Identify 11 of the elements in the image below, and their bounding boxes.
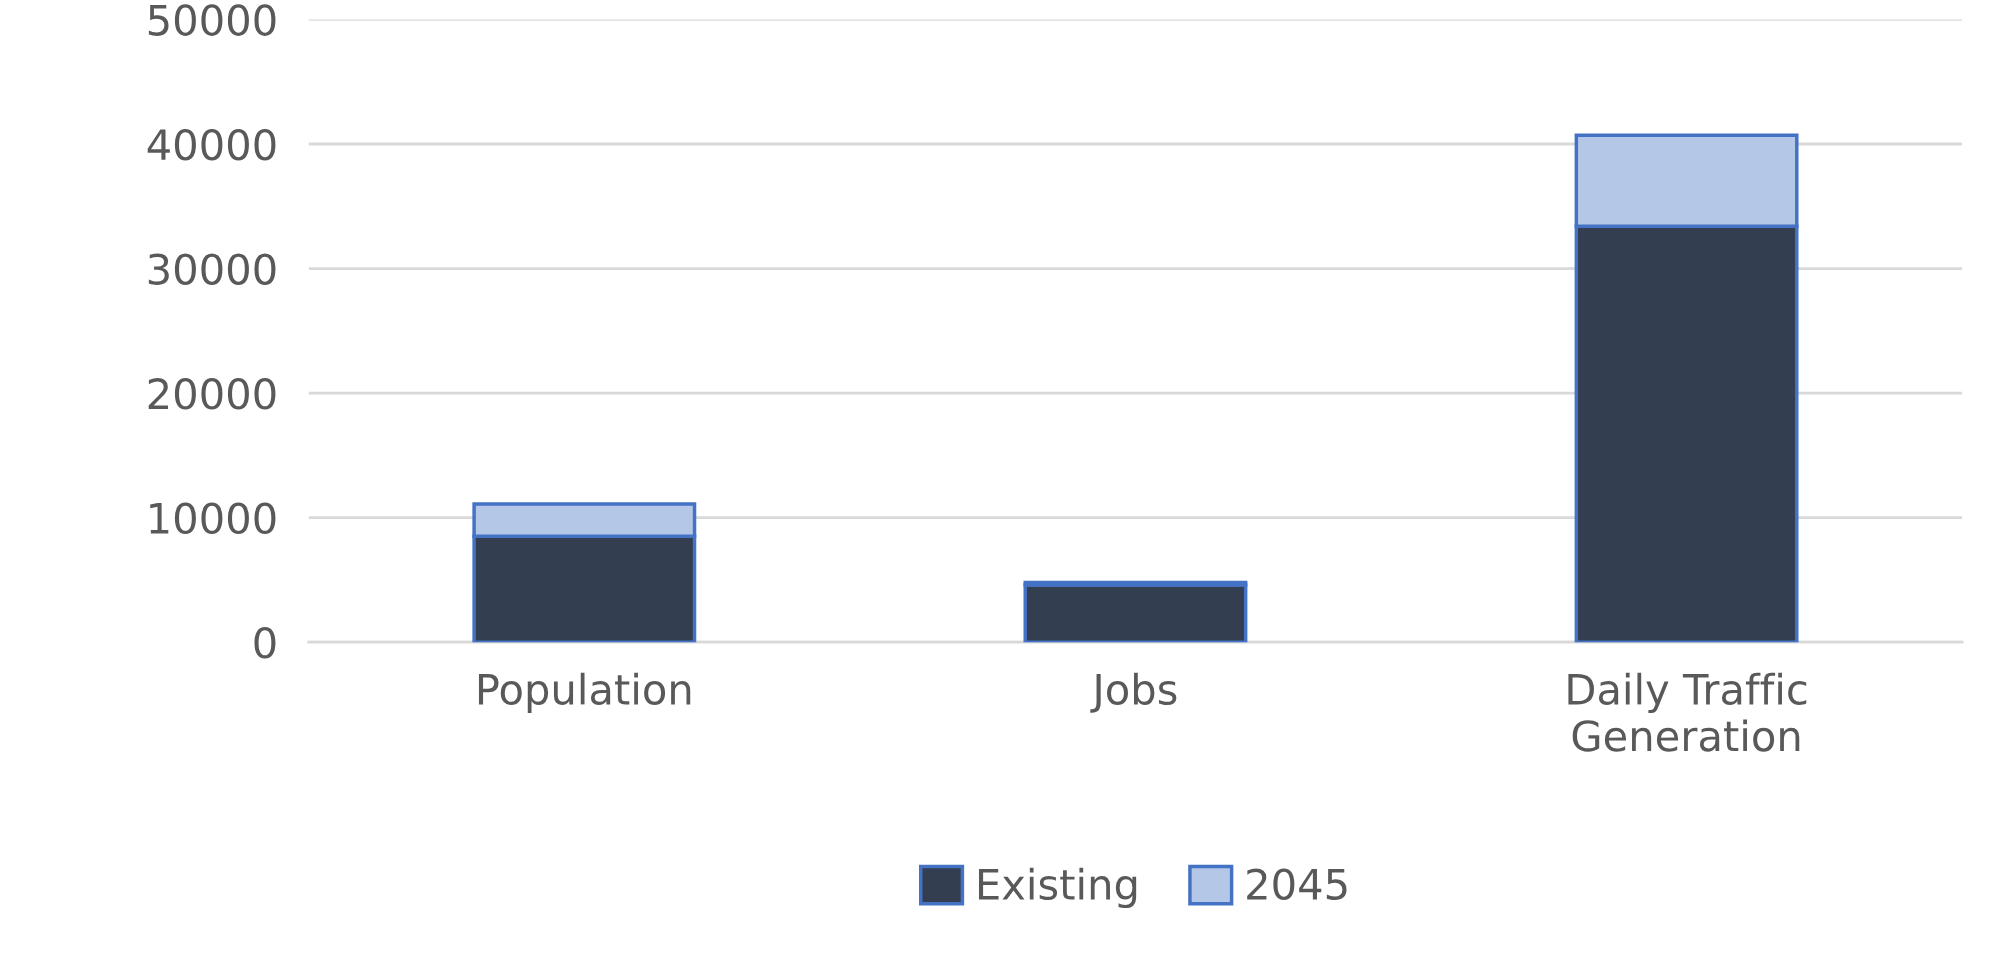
y-tick-label: 20000 — [148, 378, 276, 410]
y-tick-label: 50000 — [148, 4, 276, 36]
x-tick-label: Jobs — [1090, 672, 1177, 713]
y-tick-label: 0 — [254, 627, 276, 659]
legend-label: Existing — [978, 867, 1137, 909]
y-tick-label: 10000 — [150, 502, 276, 535]
x-tick-label: Population — [478, 672, 691, 714]
y-tick-label: 40000 — [147, 128, 276, 161]
legend-label: 2045 — [1247, 868, 1347, 901]
y-tick-label: 30000 — [148, 253, 276, 285]
x-tick-label: Daily Traffic Generation — [1568, 672, 1807, 752]
